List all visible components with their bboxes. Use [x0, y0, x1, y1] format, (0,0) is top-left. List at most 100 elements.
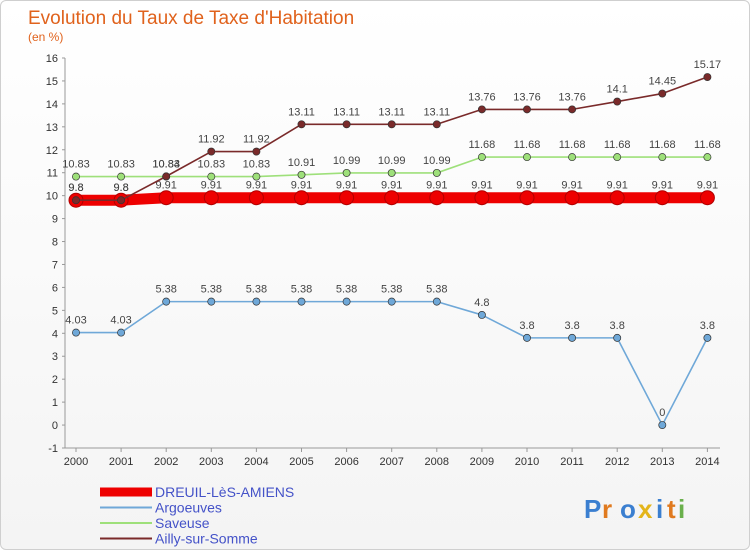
data-point	[207, 147, 216, 156]
logo-letter: o	[620, 494, 636, 524]
data-point	[523, 153, 531, 162]
data-point	[519, 190, 535, 206]
data-label: 11.68	[559, 139, 586, 151]
data-point	[252, 297, 261, 306]
data-label: 10.83	[107, 159, 135, 171]
y-tick-label: 15	[46, 76, 58, 88]
logo-letter: t	[667, 494, 676, 524]
data-label: 3.8	[700, 320, 715, 332]
data-label: 0	[659, 407, 665, 419]
data-point	[158, 190, 174, 206]
data-label: 10.99	[378, 155, 406, 167]
data-point	[523, 333, 531, 342]
x-tick-label: 2001	[109, 456, 133, 468]
data-point	[474, 190, 490, 206]
x-tick-label: 2002	[154, 456, 178, 468]
data-label: 13.11	[333, 106, 360, 118]
data-label: 4.03	[110, 315, 131, 327]
data-label: 5.38	[381, 284, 402, 296]
data-label: 10.83	[243, 159, 271, 171]
x-tick-label: 2014	[695, 456, 719, 468]
data-label: 9.91	[516, 180, 537, 192]
logo-letter: i	[678, 494, 685, 524]
y-tick-label: 14	[46, 99, 58, 111]
data-label: 11.68	[514, 139, 541, 151]
y-tick-label: 10	[46, 191, 58, 203]
data-label: 10.83	[198, 159, 226, 171]
chart-title: Evolution du Taux de Taxe d'Habitation	[28, 8, 354, 29]
data-point	[162, 172, 171, 181]
y-tick-label: 5	[52, 305, 58, 317]
data-point	[432, 120, 441, 129]
data-point	[609, 190, 625, 206]
y-tick-label: 11	[47, 168, 58, 180]
x-tick-label: 2007	[379, 456, 403, 468]
data-point	[342, 120, 351, 129]
data-point	[294, 190, 309, 206]
x-tick-label: 2012	[605, 456, 629, 468]
data-label: 13.11	[378, 106, 405, 118]
data-point	[342, 297, 351, 306]
logo-letter: i	[656, 494, 663, 524]
data-label: 9.91	[426, 180, 447, 192]
data-point	[703, 153, 712, 162]
series-layer: 9.8 9.8 9.91 9.91 9.91 9.91 9.91 9.91 9.91 9.91 9.…	[62, 59, 721, 430]
data-point	[613, 153, 622, 162]
data-point	[658, 153, 667, 162]
y-tick-label: 0	[52, 420, 58, 432]
data-point	[432, 297, 441, 306]
data-label: 9.91	[336, 180, 357, 192]
data-point	[568, 153, 577, 162]
y-tick-label: 4	[52, 328, 58, 340]
y-tick-label: 9	[52, 214, 58, 226]
data-label: 9.8	[113, 182, 128, 194]
data-label: 5.38	[291, 284, 312, 296]
logo-letter: r	[602, 494, 612, 524]
data-point	[117, 196, 126, 205]
data-label: 10.84	[152, 158, 180, 170]
data-label: 13.76	[558, 91, 586, 103]
data-label: 9.91	[381, 180, 402, 192]
data-point	[703, 73, 712, 81]
data-point	[203, 190, 219, 206]
data-label: 5.38	[201, 284, 222, 296]
data-point	[658, 421, 667, 430]
data-point	[699, 190, 715, 206]
x-tick-label: 2003	[199, 456, 223, 468]
data-point	[117, 172, 126, 181]
data-point	[252, 172, 261, 181]
data-label: 9.91	[246, 180, 267, 192]
y-tick-label: 7	[52, 259, 58, 271]
data-label: 11.68	[604, 139, 631, 151]
data-label: 5.38	[426, 284, 447, 296]
data-label: 5.38	[155, 284, 176, 296]
data-label: 10.83	[62, 159, 90, 171]
legend-label-0: DREUIL-LèS-AMIENS	[155, 484, 294, 500]
data-label: 9.91	[561, 180, 582, 192]
data-point	[564, 190, 580, 206]
data-point	[613, 333, 622, 342]
data-label: 3.8	[564, 320, 579, 332]
data-label: 9.8	[113, 182, 128, 194]
data-label: 10.99	[423, 155, 451, 167]
x-tick-label: 2000	[64, 456, 88, 468]
data-label: 5.38	[246, 284, 267, 296]
series-3: 9.8 9.8 10.84 11.92 11.92 13.11 13.11 13.11 13.1…	[68, 59, 721, 205]
data-point	[207, 172, 216, 181]
data-point	[387, 297, 396, 306]
data-point	[387, 120, 396, 129]
logo-letter: x	[638, 494, 653, 524]
x-tick-label: 2006	[334, 456, 358, 468]
data-label: 4.03	[65, 315, 86, 327]
y-tick-label: 8	[52, 237, 58, 249]
data-point	[252, 147, 261, 156]
data-point	[387, 168, 396, 177]
data-label: 13.76	[513, 91, 541, 103]
y-tick-label: 16	[46, 53, 58, 65]
data-point	[613, 97, 622, 106]
data-point	[568, 333, 577, 342]
data-label: 5.38	[336, 284, 357, 296]
legend-label-1: Argoeuves	[155, 500, 222, 516]
